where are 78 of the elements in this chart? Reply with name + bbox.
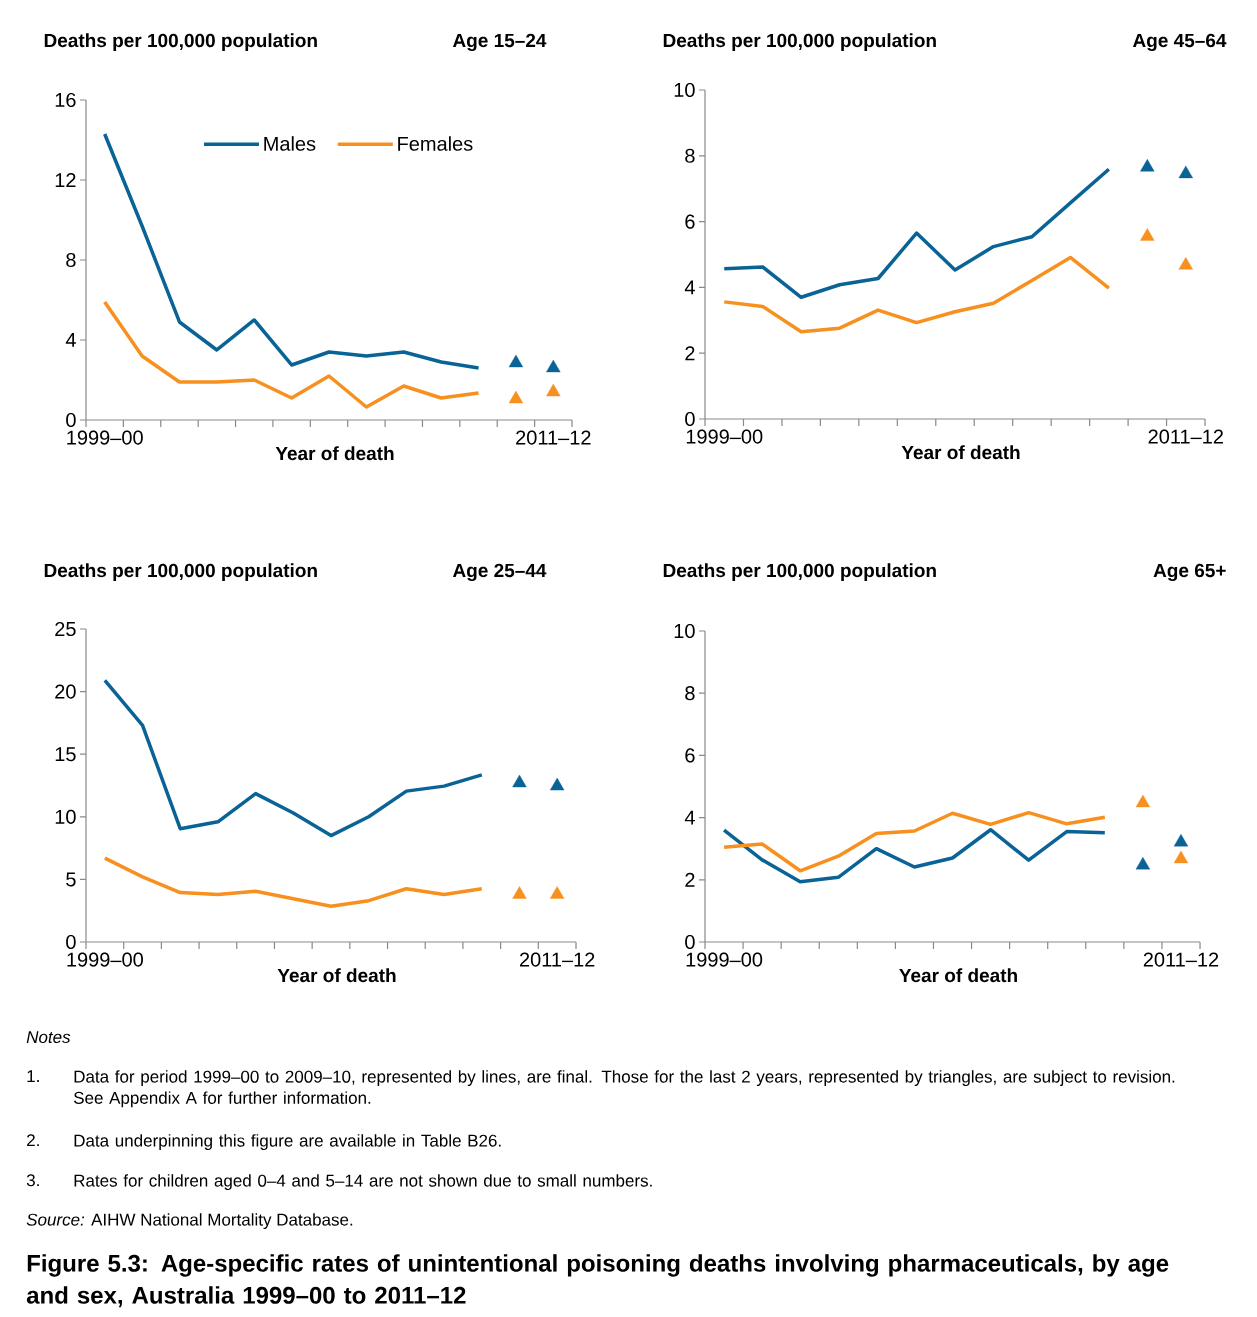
- point: [1178, 165, 1193, 179]
- chart-title: Age 25–44: [452, 563, 547, 582]
- chart-title: Age 15–24: [452, 33, 547, 52]
- text: 2.: [27, 1134, 39, 1147]
- y-tick-label: 8: [685, 686, 695, 701]
- y-axis-title: Deaths per 100,000 population: [663, 563, 936, 581]
- y-tick-label: 5: [66, 872, 76, 887]
- legend-label: Males: [264, 136, 316, 151]
- y-tick-label: 16: [55, 92, 76, 108]
- point: [512, 774, 527, 788]
- y-tick-label: 10: [674, 623, 695, 639]
- point: [546, 359, 561, 373]
- legend-label: Females: [398, 136, 473, 151]
- x-axis-title: Year of death: [899, 968, 1017, 983]
- y-axis-title: Deaths per 100,000 population: [44, 563, 317, 581]
- x-tick-label: 1999–00: [686, 952, 763, 967]
- line-series: [102, 300, 481, 409]
- y-axis-title: Deaths per 100,000 population: [663, 33, 936, 51]
- y-tick-label: 4: [684, 810, 695, 825]
- line-series: [103, 678, 484, 838]
- x-tick-label: 2011–12: [1148, 429, 1223, 444]
- point: [1135, 856, 1151, 870]
- text: Data underpinning this figure are available in Table B26.: [74, 1134, 501, 1151]
- point: [1140, 228, 1155, 241]
- x-axis-title: Year of death: [277, 968, 396, 983]
- y-tick-label: 0: [66, 934, 76, 950]
- y-tick-label: 4: [65, 333, 76, 347]
- point: [512, 886, 527, 899]
- point: [508, 390, 524, 404]
- point: [1135, 794, 1151, 808]
- line-series: [722, 167, 1111, 300]
- x-tick-label: 2011–12: [516, 430, 591, 445]
- y-tick-label: 10: [674, 82, 695, 98]
- text: Source: AIHW National Mortality Database.: [26, 1213, 353, 1230]
- x-tick-label: 1999–00: [67, 952, 143, 967]
- y-tick-label: 15: [55, 747, 76, 762]
- text: Data for period 1999–00 to 2009–10, represented by lines, are final. Those for the last 2 years, represented by triangles, are subject to revision. See Appendix A for further information.: [73, 1070, 1175, 1108]
- point: [550, 777, 565, 791]
- point: [1173, 850, 1189, 864]
- y-tick-label: 0: [685, 411, 695, 427]
- line-series: [722, 810, 1107, 873]
- point: [1173, 833, 1189, 847]
- line-series: [722, 255, 1111, 334]
- x-tick-label: 2011–12: [1143, 952, 1219, 967]
- y-axis-title: Deaths per 100,000 population: [44, 33, 317, 51]
- y-tick-label: 6: [685, 214, 695, 229]
- point: [1140, 159, 1155, 172]
- x-axis-title: Year of death: [275, 446, 394, 461]
- line-series: [103, 856, 484, 909]
- y-tick-label: 0: [685, 934, 695, 950]
- chart-title: Age 45–64: [1132, 33, 1227, 52]
- line-series: [722, 827, 1107, 884]
- y-tick-label: 4: [684, 280, 695, 295]
- y-tick-label: 8: [685, 148, 695, 163]
- y-tick-label: 6: [685, 748, 695, 763]
- y-tick-label: 20: [55, 684, 76, 699]
- chart-title: Age 65+: [1153, 563, 1226, 582]
- x-tick-label: 2011–12: [519, 952, 595, 967]
- x-axis-title: Year of death: [901, 445, 1020, 460]
- y-tick-label: 25: [55, 621, 76, 637]
- text: 1.: [27, 1070, 39, 1082]
- y-tick-label: 10: [55, 809, 76, 824]
- text: Notes: [26, 1031, 71, 1044]
- x-tick-label: 1999–00: [686, 429, 763, 444]
- y-tick-label: 2: [685, 872, 695, 887]
- point: [508, 354, 524, 368]
- point: [546, 383, 561, 397]
- y-tick-label: 2: [685, 346, 695, 361]
- text: 3.: [26, 1174, 39, 1187]
- y-tick-label: 8: [66, 252, 76, 268]
- text: Figure 5.3: Age-specific rates of unintentional poisoning deaths involving pharmaceuticals, by age and sex, Australia 1999–00 to 2011–12: [26, 1254, 1169, 1308]
- x-tick-label: 1999–00: [67, 430, 143, 445]
- point: [1178, 257, 1193, 270]
- text: Rates for children aged 0–4 and 5–14 are not shown due to small numbers.: [74, 1174, 652, 1191]
- line-series: [102, 132, 481, 370]
- y-tick-label: 0: [66, 412, 76, 428]
- point: [550, 886, 565, 899]
- y-tick-label: 12: [55, 173, 76, 187]
